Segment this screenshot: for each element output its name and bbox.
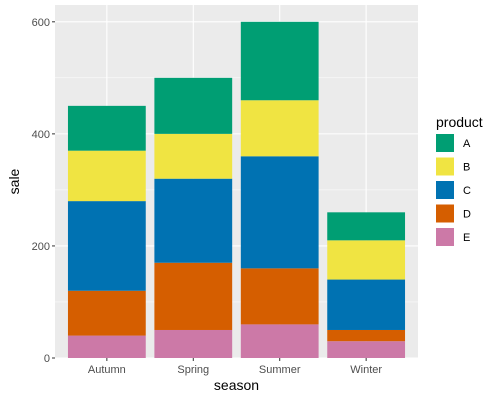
- x-tick-label-summer: Summer: [259, 364, 301, 376]
- bar-segment-winter-b: [327, 240, 406, 280]
- y-axis: 0 200 400 600: [32, 17, 55, 365]
- bar-segment-summer-c: [240, 156, 319, 269]
- bar-segment-spring-d: [154, 262, 233, 330]
- bar-segment-spring-e: [154, 329, 233, 358]
- bar-segment-autumn-e: [67, 335, 146, 358]
- bar-segment-winter-a: [327, 212, 406, 241]
- legend-key-d: [436, 204, 454, 223]
- bar-segment-autumn-c: [67, 201, 146, 291]
- y-tick-label: 400: [32, 129, 50, 141]
- bar-segment-winter-d: [327, 329, 406, 342]
- legend-key-b: [436, 157, 454, 176]
- bar-segment-summer-b: [240, 100, 319, 157]
- bar-segment-spring-c: [154, 178, 233, 263]
- legend-key-c: [436, 181, 454, 199]
- legend-label-a: A: [463, 138, 471, 150]
- bar-segment-winter-e: [327, 341, 406, 358]
- legend-title: product: [436, 114, 483, 130]
- legend-label-b: B: [463, 162, 470, 174]
- bar-segment-autumn-d: [67, 290, 146, 336]
- bar-segment-summer-a: [240, 21, 319, 101]
- bar-segment-winter-c: [327, 279, 406, 330]
- y-axis-title: sale: [6, 168, 22, 194]
- legend-key-a: [436, 134, 454, 152]
- y-tick-label: 0: [44, 353, 50, 365]
- bars: [67, 21, 406, 358]
- x-tick-label-spring: Spring: [177, 364, 209, 376]
- y-tick-label: 600: [32, 17, 50, 29]
- x-axis-title: season: [214, 377, 259, 393]
- bar-segment-summer-e: [240, 324, 319, 358]
- bar-segment-summer-d: [240, 268, 319, 325]
- x-axis: Autumn Spring Summer Winter: [88, 358, 382, 376]
- legend-label-c: C: [463, 185, 471, 197]
- legend-label-d: D: [463, 209, 471, 221]
- x-tick-label-autumn: Autumn: [88, 364, 126, 376]
- legend-label-e: E: [463, 232, 470, 244]
- bar-segment-spring-b: [154, 133, 233, 179]
- legend-key-e: [436, 228, 454, 246]
- bar-segment-spring-a: [154, 77, 233, 134]
- y-tick-label: 200: [32, 241, 50, 253]
- bar-segment-autumn-b: [67, 150, 146, 202]
- bar-segment-autumn-a: [67, 105, 146, 151]
- x-tick-label-winter: Winter: [350, 364, 382, 376]
